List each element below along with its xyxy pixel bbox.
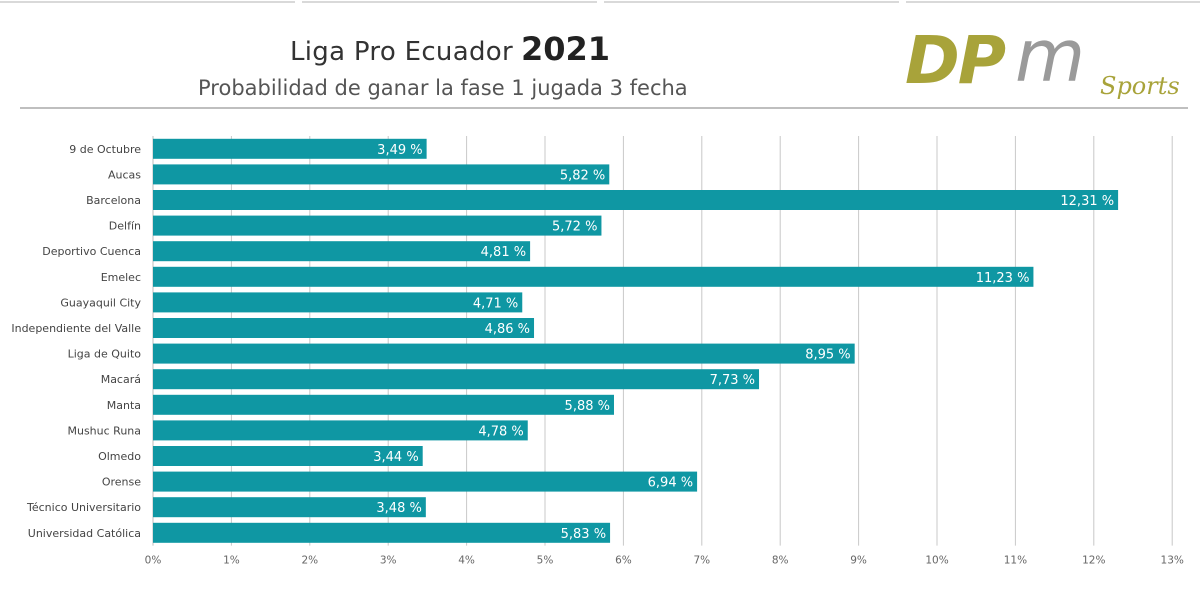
data-label: 8,95 % [805,348,850,363]
data-label: 6,94 % [648,476,693,491]
data-label: 3,49 % [377,143,422,158]
data-label: 4,81 % [481,245,526,260]
logo-letter-m: m [1015,14,1086,98]
x-tick-label: 5% [537,555,554,567]
x-tick-label: 7% [693,555,710,567]
bar [153,138,427,159]
x-tick-label: 9% [850,555,867,567]
data-label: 4,71 % [473,296,518,311]
category-label: Deportivo Cuenca [42,245,141,258]
category-label: Delfín [109,220,141,233]
bar [153,266,1034,287]
x-tick-label: 0% [145,555,162,567]
bar [153,446,423,466]
category-label: 9 de Octubre [69,143,141,156]
x-tick-label: 10% [925,555,948,567]
logo-word-sports: Sports [1100,72,1180,100]
x-tick-label: 12% [1082,555,1105,567]
bar [153,190,1119,210]
category-label: Macará [101,373,141,386]
data-label: 3,44 % [373,450,418,465]
data-label: 5,82 % [560,168,605,183]
category-label: Mushuc Runa [67,424,141,437]
category-label: Liga de Quito [68,348,142,361]
data-label: 12,31 % [1060,194,1114,209]
bar [153,394,614,415]
data-label: 4,86 % [485,322,530,337]
x-tick-label: 13% [1161,555,1184,567]
category-label: Guayaquil City [60,296,141,309]
category-label: Aucas [108,168,141,181]
bar [153,497,426,518]
data-label: 5,88 % [565,399,610,414]
data-label: 5,72 % [552,220,597,235]
data-label: 7,73 % [710,373,755,388]
x-tick-label: 2% [301,555,318,567]
category-label: Universidad Católica [28,527,141,540]
x-tick-label: 3% [380,555,397,567]
bar [153,369,760,390]
top-border [0,0,1200,4]
logo-letters-dp: DP [905,22,1006,99]
category-label: Manta [107,399,141,412]
bar [153,471,698,492]
bar [153,215,602,236]
page-title: Liga Pro Ecuador 2021 [0,30,900,68]
x-tick-label: 8% [772,555,789,567]
category-label: Técnico Universitario [26,501,141,514]
category-label: Orense [102,476,141,489]
dpm-sports-logo: DP m Sports [905,14,1195,104]
bar [153,241,531,262]
x-tick-label: 11% [1004,555,1027,567]
category-label: Olmedo [98,450,141,463]
data-label: 3,48 % [376,501,421,516]
bar [153,343,855,364]
x-tick-label: 1% [223,555,240,567]
chart-title: Liga Pro Ecuador [289,37,513,67]
data-label: 4,78 % [478,424,523,439]
bar [153,164,610,185]
chart-title-year: 2021 [520,30,611,68]
category-label: Emelec [101,271,141,284]
x-tick-label: 4% [458,555,475,567]
data-label: 11,23 % [976,271,1030,286]
bar [153,318,535,338]
bar [153,420,528,441]
bar [153,292,523,313]
bar [153,522,611,543]
category-label: Independiente del Valle [11,322,141,335]
x-tick-label: 6% [615,555,632,567]
data-label: 5,83 % [561,527,606,542]
chart-subtitle: Probabilidad de ganar la fase 1 jugada 3… [198,76,688,100]
category-label: Barcelona [86,194,141,207]
header-divider [20,107,1188,109]
